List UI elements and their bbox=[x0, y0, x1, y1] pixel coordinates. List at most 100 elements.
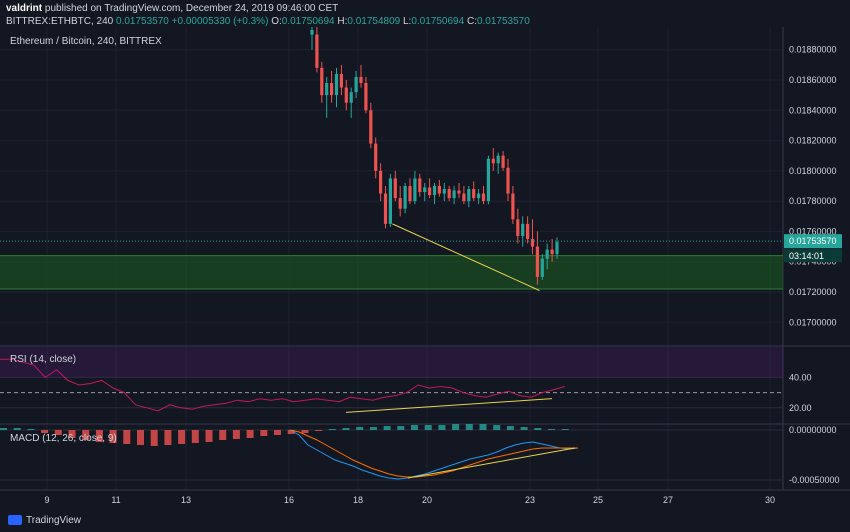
candle-body bbox=[315, 34, 319, 68]
x-tick-label: 9 bbox=[44, 495, 49, 505]
y-tick-label: 0.01880000 bbox=[789, 45, 837, 55]
macd-histogram-bar bbox=[191, 430, 199, 443]
macd-histogram-bar bbox=[205, 430, 213, 442]
macd-histogram-bar bbox=[232, 430, 240, 439]
high-value: 0.01754809 bbox=[347, 16, 401, 27]
macd-histogram-bar bbox=[342, 428, 350, 430]
candle-body bbox=[550, 249, 554, 255]
candle-body bbox=[325, 83, 329, 96]
x-tick-label: 16 bbox=[284, 495, 294, 505]
macd-histogram-bar bbox=[493, 425, 501, 430]
candle-body bbox=[535, 246, 539, 277]
macd-trendline bbox=[407, 447, 576, 479]
candle-body bbox=[530, 239, 535, 247]
candle-body bbox=[418, 178, 422, 193]
macd-histogram-bar bbox=[411, 425, 418, 430]
candle-body bbox=[467, 189, 471, 202]
macd-histogram-bar bbox=[82, 430, 90, 440]
candle-body bbox=[330, 83, 334, 96]
rsi-line bbox=[0, 358, 566, 412]
open-label: O: bbox=[271, 16, 282, 27]
macd-histogram-bar bbox=[424, 425, 432, 430]
chart-area[interactable]: 9 11 13 16 18 20 23 25 27 30 0.01880000 0.01860000 0… bbox=[0, 27, 850, 510]
header: valdrint published on TradingView.com, D… bbox=[0, 0, 850, 27]
author-name[interactable]: valdrint bbox=[6, 3, 43, 14]
macd-histogram-bar bbox=[95, 430, 103, 442]
high-label: H: bbox=[337, 16, 348, 27]
candle-body bbox=[398, 198, 402, 209]
symbol: BITTREX:ETHBTC, 240 bbox=[6, 16, 114, 27]
x-tick-label: 23 bbox=[525, 495, 535, 505]
macd-histogram-bar bbox=[0, 428, 7, 430]
candle-body bbox=[555, 242, 559, 255]
candle-body bbox=[486, 158, 490, 202]
tradingview-icon bbox=[8, 515, 22, 526]
y-tick-label: 0.01860000 bbox=[789, 75, 837, 85]
open-value: 0.01750694 bbox=[281, 16, 335, 27]
candle-body bbox=[369, 110, 373, 144]
macd-histogram-bar bbox=[150, 430, 158, 446]
macd-histogram-bar bbox=[479, 424, 487, 430]
candle-body bbox=[432, 186, 437, 196]
macd-histogram-bar bbox=[246, 430, 254, 438]
close-value: 0.01753570 bbox=[476, 16, 530, 27]
candle-body bbox=[423, 187, 427, 193]
macd-line bbox=[289, 429, 579, 480]
macd-histogram-bar bbox=[41, 430, 49, 433]
macd-histogram-bar bbox=[274, 430, 281, 435]
y-tick-label: -0.00050000 bbox=[789, 475, 840, 485]
price-trendline bbox=[392, 223, 540, 291]
y-tick-label: 40.00 bbox=[789, 372, 812, 382]
symbol-line: BITTREX:ETHBTC, 240 0.01753570 +0.000053… bbox=[6, 16, 530, 27]
candle-body bbox=[388, 178, 392, 224]
close-label: C: bbox=[466, 16, 477, 27]
macd-histogram-bar bbox=[137, 430, 144, 445]
x-tick-label: 25 bbox=[593, 495, 603, 505]
low-label: L: bbox=[403, 16, 412, 27]
macd-histogram-bar bbox=[548, 429, 555, 430]
candle-body bbox=[393, 178, 397, 199]
macd-histogram-bar bbox=[534, 428, 542, 430]
change-value: +0.00005330 (+0.3%) bbox=[171, 16, 269, 27]
candle-body bbox=[428, 187, 432, 196]
y-tick-label: 0.01800000 bbox=[789, 166, 837, 176]
candle-body bbox=[379, 170, 383, 194]
candle-body bbox=[442, 189, 446, 194]
rsi-trendline bbox=[345, 398, 553, 413]
macd-title: MACD (12, 26, close, 9) bbox=[10, 433, 117, 444]
candle-body bbox=[364, 83, 368, 111]
countdown-box bbox=[784, 249, 842, 263]
candle-body bbox=[477, 193, 481, 199]
candle-body bbox=[516, 219, 520, 236]
candle-body bbox=[506, 167, 510, 194]
y-tick-label: 0.01720000 bbox=[789, 287, 837, 297]
x-tick-label: 27 bbox=[663, 495, 673, 505]
macd-histogram-bar bbox=[287, 430, 295, 434]
candle-body bbox=[526, 223, 530, 239]
y-tick-label: 20.00 bbox=[789, 403, 812, 413]
macd-histogram-bar bbox=[109, 430, 117, 443]
countdown-label: 03:14:01 bbox=[789, 251, 824, 261]
x-tick-label: 11 bbox=[111, 495, 120, 505]
y-tick-label: 0.01700000 bbox=[789, 317, 837, 327]
macd-histogram-bar bbox=[27, 429, 35, 430]
candle-body bbox=[403, 186, 407, 209]
macd-histogram-bar bbox=[68, 430, 76, 438]
x-tick-label: 18 bbox=[353, 495, 363, 505]
macd-histogram-bar bbox=[13, 428, 21, 430]
candle-body bbox=[320, 67, 324, 96]
macd-histogram-bar bbox=[315, 430, 323, 431]
candle-body bbox=[354, 76, 358, 93]
candle-body bbox=[447, 189, 451, 199]
x-tick-label: 30 bbox=[765, 495, 775, 505]
y-tick-label: 0.00000000 bbox=[789, 425, 837, 435]
macd-histogram-bar bbox=[178, 430, 186, 444]
candle-body bbox=[545, 249, 549, 259]
macd-histogram-bar bbox=[260, 430, 268, 436]
macd-histogram-bar bbox=[383, 426, 391, 430]
footer: TradingView bbox=[0, 510, 850, 532]
macd-histogram-bar bbox=[397, 426, 405, 430]
macd-histogram-bar bbox=[301, 430, 309, 433]
candle-body bbox=[359, 76, 363, 84]
tradingview-logo[interactable]: TradingView bbox=[8, 515, 81, 526]
